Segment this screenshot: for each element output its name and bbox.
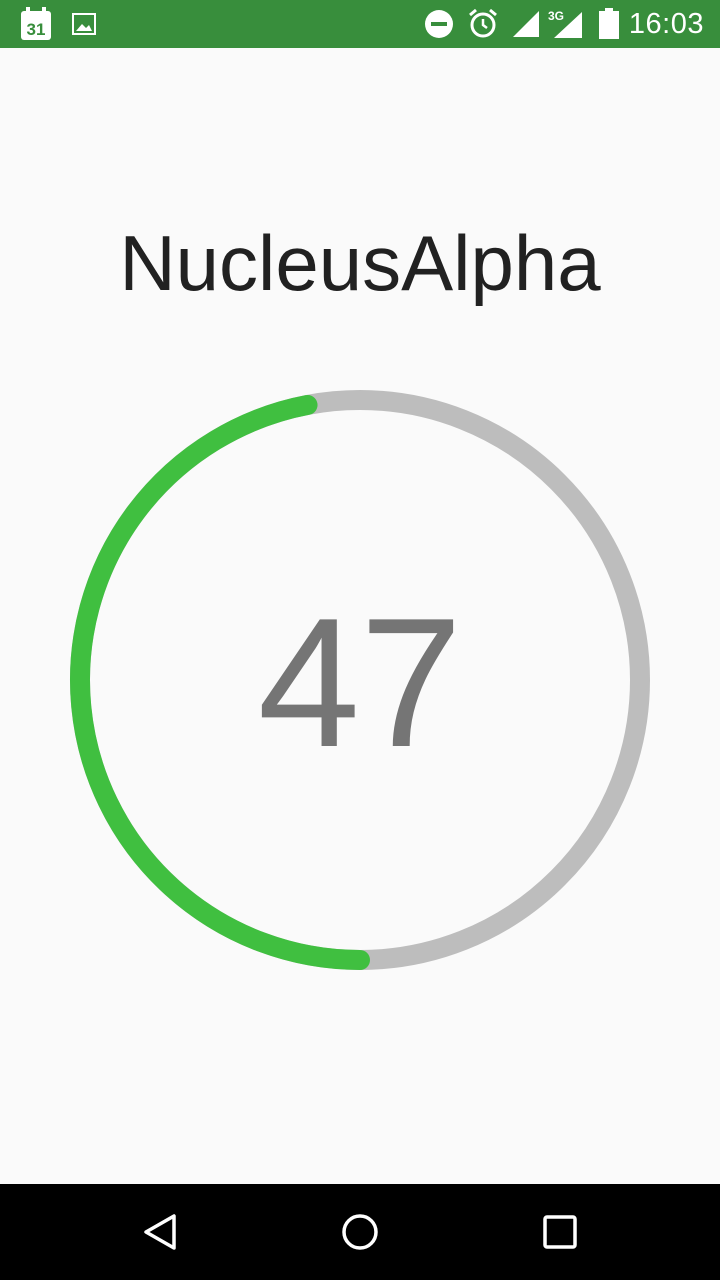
- gauge-value: 47: [257, 579, 463, 785]
- signal-3g-icon: 3G: [548, 0, 584, 48]
- home-icon: [342, 1214, 378, 1250]
- status-bar: 31 3G: [0, 0, 720, 48]
- do-not-disturb-icon: [424, 0, 454, 48]
- network-type-label: 3G: [548, 9, 564, 23]
- image-icon: [72, 0, 96, 48]
- recents-icon: [543, 1215, 577, 1249]
- signal-icon: [511, 0, 541, 48]
- recents-button[interactable]: [530, 1202, 590, 1262]
- progress-gauge: 47: [60, 380, 660, 980]
- battery-icon: [598, 0, 620, 48]
- back-button[interactable]: [130, 1202, 190, 1262]
- gauge-svg: [70, 390, 650, 970]
- home-button[interactable]: [330, 1202, 390, 1262]
- back-icon: [144, 1214, 176, 1250]
- gauge-progress-arc: [70, 394, 370, 970]
- calendar-icon: 31: [20, 0, 52, 48]
- status-time: 16:03: [628, 8, 704, 40]
- main-content: NucleusAlpha 47: [0, 48, 720, 1184]
- calendar-day-text: 31: [27, 20, 46, 39]
- alarm-icon: [467, 0, 499, 48]
- navigation-bar: [0, 1184, 720, 1280]
- app-title: NucleusAlpha: [119, 219, 601, 307]
